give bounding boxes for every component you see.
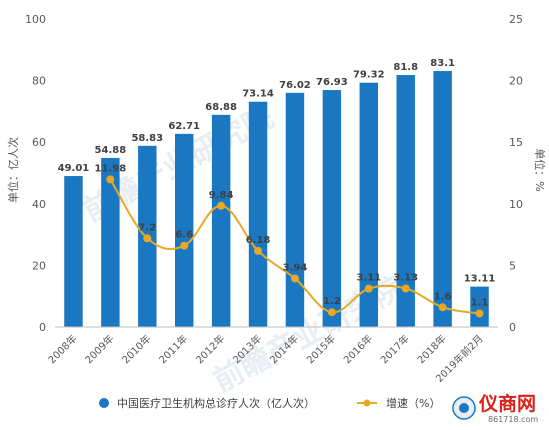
growth-point: [290, 274, 299, 283]
bar-data-label: 62.71: [168, 121, 200, 132]
right-y-tick-label: 0: [509, 321, 516, 334]
x-tick-label: 2018年: [414, 332, 448, 366]
growth-point: [364, 284, 373, 293]
growth-point: [438, 303, 447, 312]
growth-point: [327, 308, 336, 317]
right-y-axis: 0 5 10 15 20 25: [509, 13, 523, 334]
growth-data-label: 7.2: [138, 222, 156, 233]
bar: [248, 101, 268, 328]
growth-point: [401, 284, 410, 293]
bar: [285, 92, 305, 327]
bar: [322, 90, 342, 327]
bar-data-label: 76.02: [279, 80, 311, 91]
legend-line-label: 增速（%）: [386, 396, 440, 410]
logo-icon-core: [459, 403, 469, 413]
bar-data-label: 68.88: [205, 102, 237, 113]
bar: [470, 286, 489, 327]
bar-data-label: 79.32: [353, 70, 385, 81]
growth-data-label: 1.1: [471, 297, 489, 308]
bar-data-label: 54.88: [95, 145, 127, 156]
x-tick-label: 2011年: [156, 332, 190, 366]
logo-url: 861718.com: [488, 415, 538, 424]
right-axis-title: 单位：%: [533, 148, 547, 191]
bar: [433, 71, 452, 327]
x-tick-label: 2016年: [341, 332, 375, 366]
bar: [396, 75, 415, 327]
bar: [174, 133, 194, 327]
bar-data-label: 73.14: [242, 89, 274, 100]
legend: 中国医疗卫生机构总诊疗人次（亿人次） 增速（%）: [99, 396, 440, 410]
growth-point: [217, 201, 226, 210]
legend-bar-marker: [99, 398, 109, 408]
growth-data-label: 6.6: [175, 230, 193, 241]
bar-series: 49.01 54.88 58.83 62.71 68.88 73.14 76.02 76.93…: [58, 58, 496, 328]
growth-point: [254, 246, 263, 255]
left-y-tick-label: 60: [32, 136, 46, 149]
growth-data-label: 3.94: [283, 262, 308, 273]
growth-data-label: 1.6: [434, 291, 452, 302]
growth-data-label: 3.11: [356, 273, 381, 284]
logo: 仪商网 861718.com: [452, 392, 538, 424]
bar: [64, 176, 83, 327]
legend-line-dot: [363, 399, 371, 407]
bar-data-label: 83.1: [430, 58, 455, 69]
x-tick-label: 2009年: [82, 332, 116, 366]
growth-point: [475, 309, 484, 318]
growth-data-label: 6.18: [246, 235, 271, 246]
growth-data-label: 9.84: [209, 190, 234, 201]
right-y-tick-label: 10: [509, 198, 523, 211]
bar-data-label: 58.83: [131, 133, 163, 144]
bar-data-label: 76.93: [316, 77, 348, 88]
growth-point: [180, 241, 189, 250]
logo-text: 仪商网: [478, 392, 536, 415]
x-tick-label: 2017年: [378, 332, 412, 366]
right-y-tick-label: 5: [509, 259, 516, 272]
bar: [211, 114, 231, 327]
left-y-tick-label: 20: [32, 259, 46, 272]
right-y-tick-label: 15: [509, 136, 523, 149]
left-axis-title: 单位：亿人次: [6, 137, 20, 203]
left-y-tick-label: 100: [25, 13, 46, 26]
x-tick-label: 2008年: [45, 332, 79, 366]
x-tick-label: 2010年: [119, 332, 153, 366]
bar-data-label: 81.8: [393, 62, 418, 73]
left-y-tick-label: 80: [32, 75, 46, 88]
growth-point: [143, 234, 152, 243]
bar: [359, 82, 379, 327]
bar-data-label: 49.01: [58, 163, 90, 174]
watermark-2: 前瞻产业研究院: [208, 270, 410, 399]
right-y-tick-label: 20: [509, 75, 523, 88]
growth-data-label: 11.98: [95, 163, 127, 174]
left-y-tick-label: 0: [39, 321, 46, 334]
bar: [101, 157, 120, 327]
left-y-axis: 0 20 40 60 80 100: [25, 13, 46, 334]
legend-bar-label: 中国医疗卫生机构总诊疗人次（亿人次）: [117, 396, 315, 410]
right-y-tick-label: 25: [509, 13, 523, 26]
left-y-tick-label: 40: [32, 198, 46, 211]
bar-data-label: 13.11: [464, 274, 496, 285]
growth-data-label: 3.13: [393, 272, 418, 283]
growth-data-label: 1.2: [323, 296, 341, 307]
growth-line-series: 11.98 7.2 6.6 9.84 6.18 3.94 1.2 3.11 3.13 1.6 1.1: [95, 163, 489, 318]
growth-point: [106, 175, 115, 184]
